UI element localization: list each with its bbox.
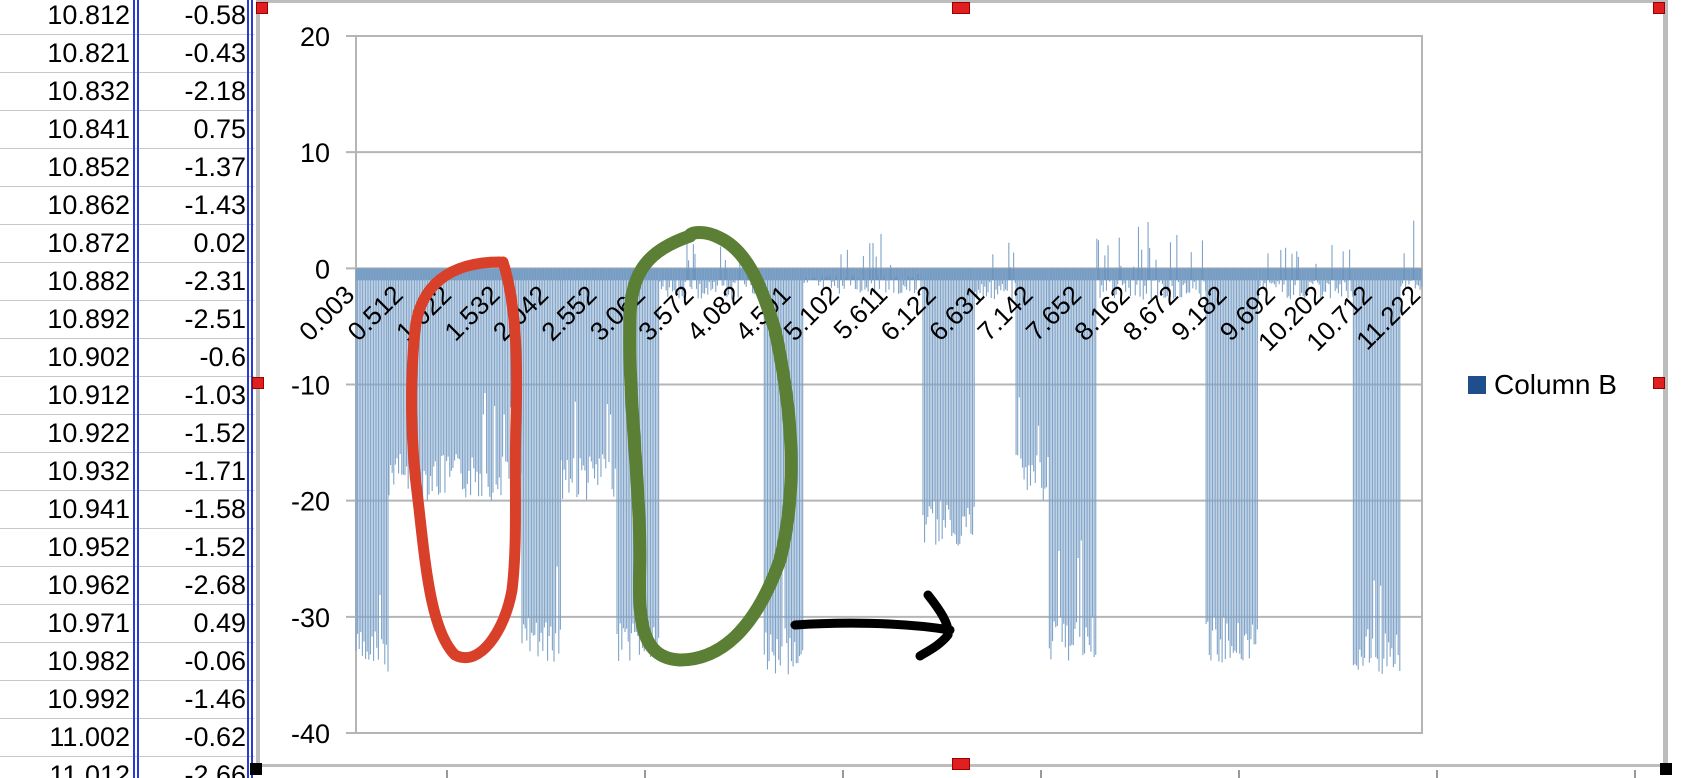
grid-divider <box>1634 770 1636 778</box>
legend-label: Column B <box>1494 369 1617 400</box>
resize-handle-bottom-middle[interactable] <box>952 758 970 770</box>
column-divider <box>133 0 135 778</box>
table-row[interactable]: 10.882 -2.31 <box>0 263 254 301</box>
table-row[interactable]: 10.832 -2.18 <box>0 73 254 111</box>
table-row[interactable]: 10.962 -2.68 <box>0 567 254 605</box>
table-row[interactable]: 10.982 -0.06 <box>0 643 254 681</box>
table-row[interactable]: 10.812 -0.58 <box>0 0 254 35</box>
cell-column-a[interactable]: 10.932 <box>47 456 130 486</box>
cell-column-a[interactable]: 10.882 <box>47 266 130 296</box>
cell-column-b[interactable]: -2.51 <box>184 304 246 334</box>
y-tick-label: 10 <box>300 138 330 168</box>
table-row[interactable]: 10.902 -0.6 <box>0 339 254 377</box>
cell-column-b[interactable]: -1.37 <box>184 152 246 182</box>
table-row[interactable]: 10.892 -2.51 <box>0 301 254 339</box>
table-row[interactable]: 10.952 -1.52 <box>0 529 254 567</box>
cell-column-b[interactable]: -1.03 <box>184 380 246 410</box>
cell-column-b[interactable]: 0.75 <box>193 114 246 144</box>
table-row[interactable]: 10.872 0.02 <box>0 225 254 263</box>
y-tick-label: -30 <box>291 603 330 633</box>
cell-column-a[interactable]: 10.902 <box>47 342 130 372</box>
grid-divider <box>446 770 448 778</box>
y-tick-label: 20 <box>300 22 330 52</box>
cell-column-a[interactable]: 10.971 <box>47 608 130 638</box>
green-circle-annotation <box>623 226 798 667</box>
y-tick-label: -20 <box>291 487 330 517</box>
cell-column-a[interactable]: 10.862 <box>47 190 130 220</box>
cell-column-b[interactable]: -0.6 <box>199 342 246 372</box>
table-row[interactable]: 10.841 0.75 <box>0 111 254 149</box>
chart-legend: Column B <box>1468 369 1617 400</box>
cell-column-b[interactable]: -0.43 <box>184 38 246 68</box>
cell-column-b[interactable]: -0.06 <box>184 646 246 676</box>
resize-handle-top-middle[interactable] <box>952 2 970 14</box>
arrow-annotation <box>790 590 955 661</box>
cell-column-a[interactable]: 10.872 <box>47 228 130 258</box>
grid-divider <box>842 770 844 778</box>
grid-divider <box>1238 770 1240 778</box>
y-tick-label: 0 <box>315 254 330 284</box>
cell-column-b[interactable]: 0.49 <box>193 608 246 638</box>
y-tick-label: -10 <box>291 371 330 401</box>
table-row[interactable]: 10.971 0.49 <box>0 605 254 643</box>
cell-column-b[interactable]: -2.31 <box>184 266 246 296</box>
resize-handle-middle-right[interactable] <box>1653 377 1665 389</box>
cell-column-a[interactable]: 10.952 <box>47 532 130 562</box>
cell-column-a[interactable]: 10.841 <box>47 114 130 144</box>
red-circle-annotation <box>406 256 523 663</box>
table-row[interactable]: 10.992 -1.46 <box>0 681 254 719</box>
table-row[interactable]: 11.002 -0.62 <box>0 719 254 757</box>
resize-handle-middle-left[interactable] <box>252 377 264 389</box>
cell-column-a[interactable]: 10.912 <box>47 380 130 410</box>
resize-handle-bottom-right[interactable] <box>1660 763 1672 775</box>
cell-column-b[interactable]: -1.43 <box>184 190 246 220</box>
cell-column-a[interactable]: 10.812 <box>47 0 130 30</box>
cell-column-b[interactable]: -0.62 <box>184 722 246 752</box>
grid-divider <box>1040 770 1042 778</box>
grid-divider <box>1436 770 1438 778</box>
cell-column-b[interactable]: 0.02 <box>193 228 246 258</box>
table-row[interactable]: 10.852 -1.37 <box>0 149 254 187</box>
cell-column-b[interactable]: -2.66 <box>184 760 246 778</box>
table-row[interactable]: 11.012 -2.66 <box>0 757 254 778</box>
cell-column-a[interactable]: 10.941 <box>47 494 130 524</box>
grid-divider <box>644 770 646 778</box>
cell-column-a[interactable]: 10.852 <box>47 152 130 182</box>
cell-column-a[interactable]: 11.012 <box>49 760 130 778</box>
cell-column-a[interactable]: 10.982 <box>47 646 130 676</box>
cell-column-b[interactable]: -1.46 <box>184 684 246 714</box>
cell-column-b[interactable]: -2.68 <box>184 570 246 600</box>
cell-column-b[interactable]: -1.52 <box>184 418 246 448</box>
column-divider <box>137 0 139 778</box>
cell-column-b[interactable]: -1.58 <box>184 494 246 524</box>
resize-handle-bottom-left[interactable] <box>250 763 262 775</box>
cell-column-a[interactable]: 11.002 <box>49 722 130 752</box>
column-divider <box>251 0 253 778</box>
y-tick-label: -40 <box>291 719 330 749</box>
table-row[interactable]: 10.932 -1.71 <box>0 453 254 491</box>
resize-handle-top-left[interactable] <box>256 2 268 14</box>
cell-column-a[interactable]: 10.922 <box>47 418 130 448</box>
table-row[interactable]: 10.922 -1.52 <box>0 415 254 453</box>
resize-handle-top-right[interactable] <box>1653 2 1665 14</box>
x-tick-label: 0.003 <box>293 279 360 346</box>
column-divider <box>247 0 249 778</box>
spreadsheet-columns[interactable]: 10.812 -0.58 10.821 -0.43 10.832 -2.18 10.841 0… <box>0 0 254 778</box>
table-row[interactable]: 10.821 -0.43 <box>0 35 254 73</box>
cell-column-b[interactable]: -1.71 <box>184 456 246 486</box>
table-row[interactable]: 10.941 -1.58 <box>0 491 254 529</box>
cell-column-a[interactable]: 10.962 <box>47 570 130 600</box>
cell-column-b[interactable]: -1.52 <box>184 532 246 562</box>
cell-column-a[interactable]: 10.821 <box>47 38 130 68</box>
legend-swatch <box>1468 376 1486 394</box>
cell-column-a[interactable]: 10.832 <box>47 76 130 106</box>
cell-column-b[interactable]: -0.58 <box>184 0 246 30</box>
cell-column-a[interactable]: 10.892 <box>47 304 130 334</box>
table-row[interactable]: 10.862 -1.43 <box>0 187 254 225</box>
cell-column-a[interactable]: 10.992 <box>47 684 130 714</box>
cell-column-b[interactable]: -2.18 <box>184 76 246 106</box>
table-row[interactable]: 10.912 -1.03 <box>0 377 254 415</box>
